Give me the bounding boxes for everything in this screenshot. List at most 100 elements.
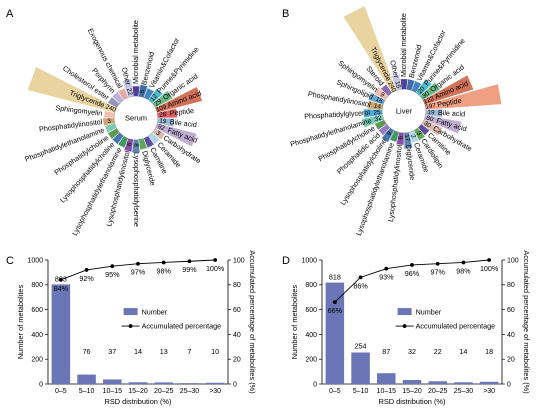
radial-bar (118, 136, 128, 148)
bar-value-label: 87 (382, 347, 390, 356)
bar (128, 382, 148, 384)
line-value-label: 86% (353, 281, 368, 290)
bar-value-label: 76 (83, 347, 91, 356)
bar-value-label: 254 (355, 342, 367, 351)
radial-bar (103, 118, 115, 126)
radial-bar (112, 91, 124, 104)
radial-bar (124, 138, 134, 152)
radial-bar (343, 6, 397, 93)
radial-bar (138, 138, 147, 150)
bar (154, 382, 173, 384)
line-point (110, 264, 115, 269)
y2-tick-label: 0 (507, 381, 511, 388)
line-point (410, 263, 414, 267)
radial-bar (411, 81, 422, 93)
count-label: 80 (425, 115, 434, 124)
y2-tick-label: 20 (507, 357, 515, 364)
count-label: 92 (157, 123, 167, 132)
radial-bar (155, 86, 203, 113)
x-tick-label: 15–20 (402, 388, 422, 395)
radial-bar (144, 136, 154, 148)
y2-tick-label: 80 (233, 282, 241, 289)
x-tick-label: 0–5 (55, 388, 67, 395)
count-label: 32 (374, 114, 383, 123)
line-value-label: 97% (131, 268, 146, 277)
y-tick-label: 1000 (27, 257, 43, 264)
count-label: 9 (379, 91, 386, 99)
bar-value-label: 7 (187, 347, 191, 356)
radial-bar (105, 123, 117, 133)
category-label: Phosphatidylglycerol (304, 108, 371, 121)
count-label: 15 (393, 81, 402, 90)
bar (180, 383, 199, 384)
radial-bar (157, 118, 175, 127)
category-label: Peptide (169, 106, 194, 118)
line-point (213, 258, 218, 262)
panel-label-d: D (282, 255, 290, 267)
count-label: 240 (386, 81, 397, 94)
radial-bar (420, 82, 441, 100)
bar (428, 381, 447, 384)
line-point (461, 260, 466, 265)
y2-axis-title: Accumulated percentage of metabolites (%… (248, 250, 257, 393)
x-tick-label: 25–30 (180, 388, 200, 395)
count-label: 109 (155, 103, 168, 113)
count-label: 6 (126, 141, 134, 147)
bar (325, 282, 345, 384)
count-label: 122 (423, 95, 436, 106)
category-label: Bile acid (438, 108, 466, 119)
legend-label-number: Number (416, 308, 442, 317)
y2-tick-label: 80 (507, 282, 515, 289)
line-value-label: 100% (480, 264, 499, 273)
legend-swatch-number (397, 308, 412, 316)
category-label: Bile acid (169, 117, 197, 129)
line-point (332, 300, 337, 305)
radial-bar (363, 109, 383, 118)
y-axis-title: Number of metabolites (290, 285, 299, 360)
line-point (358, 275, 363, 280)
radial-bar (389, 130, 399, 143)
radial-bar (132, 139, 140, 153)
bar-chart-serum-rsd: 020040060080010000204060801008030–5765–1… (16, 250, 257, 406)
radial-bar (381, 128, 394, 143)
line-point (435, 261, 440, 266)
radial-bar (155, 123, 197, 147)
line-point (136, 261, 140, 266)
y-tick-label: 200 (305, 357, 317, 364)
radial-bar (409, 130, 419, 143)
y-tick-label: 0 (313, 381, 317, 388)
panel-label-b: B (282, 8, 289, 20)
count-label: 3 (415, 130, 423, 137)
y-tick-label: 0 (39, 381, 43, 388)
y2-tick-label: 100 (507, 257, 519, 264)
x-axis-title: RSD distribution (%) (379, 397, 446, 406)
x-tick-label: 5–10 (79, 388, 95, 395)
bar (103, 379, 122, 384)
bar (77, 374, 96, 384)
bar-value-label: 32 (408, 347, 416, 356)
radial-bar (373, 87, 388, 100)
bar (454, 382, 473, 384)
radial-bar (424, 115, 462, 134)
x-tick-label: 5–10 (353, 388, 369, 395)
line-point (187, 259, 192, 264)
x-tick-label: 20–25 (428, 388, 448, 395)
line-value-label: 100% (206, 264, 225, 273)
y-tick-label: 400 (31, 332, 43, 339)
y2-tick-label: 0 (233, 381, 237, 388)
y2-tick-label: 60 (507, 307, 515, 314)
legend-swatch-number (123, 308, 138, 316)
bar (51, 284, 71, 384)
radial-bar (157, 108, 178, 118)
radial-bar (391, 74, 402, 91)
line-point (384, 266, 389, 271)
bar-value-label: 37 (108, 347, 116, 356)
x-tick-label: 10–15 (103, 388, 123, 395)
y2-tick-label: 100 (233, 257, 245, 264)
bar-value-label: 10 (211, 347, 219, 356)
count-label: 22 (125, 88, 134, 97)
line-value-label: 98% (456, 266, 471, 275)
count-label: 8 (132, 143, 139, 147)
line-value-label: 84% (54, 284, 69, 293)
